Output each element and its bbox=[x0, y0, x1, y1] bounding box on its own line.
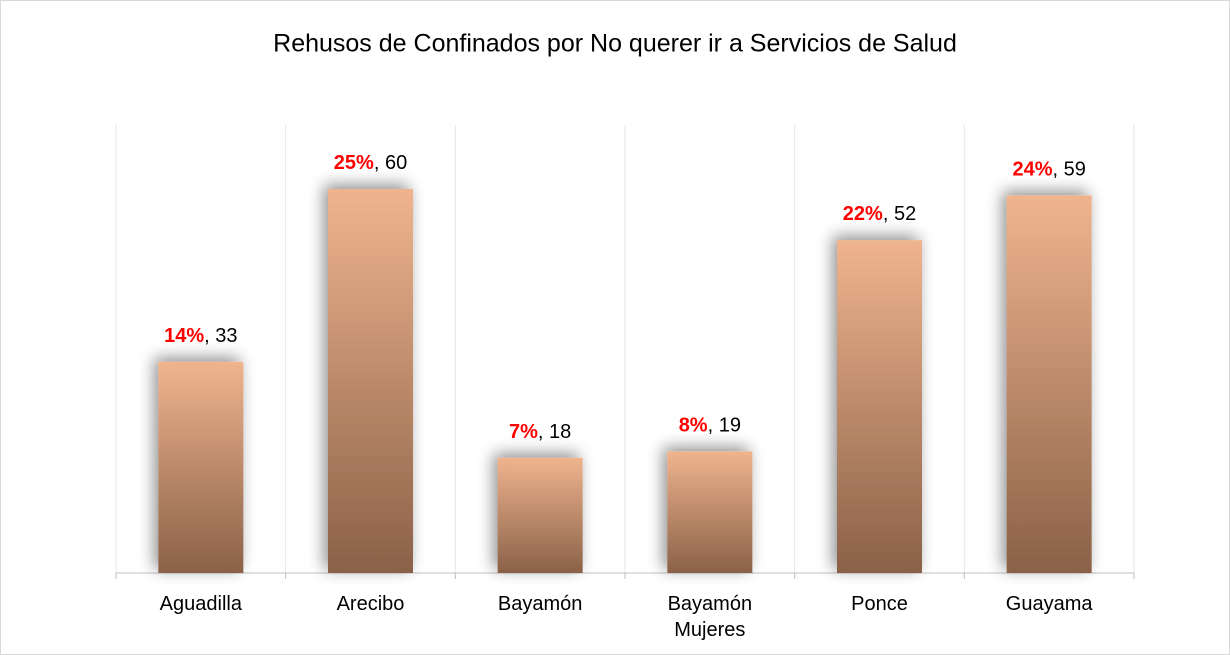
label-separator: , bbox=[538, 421, 549, 443]
chart-title: Rehusos de Confinados por No querer ir a… bbox=[273, 30, 957, 58]
x-tick-label: Ponce bbox=[851, 593, 908, 615]
data-label: 14%, 33 bbox=[164, 325, 237, 347]
percentage-label: 25% bbox=[334, 152, 374, 174]
label-separator: , bbox=[708, 415, 719, 437]
percentage-label: 7% bbox=[509, 421, 538, 443]
bar bbox=[158, 361, 244, 573]
x-tick-label: Arecibo bbox=[336, 593, 405, 615]
value-label: 18 bbox=[549, 421, 571, 443]
percentage-label: 8% bbox=[679, 415, 708, 437]
bar bbox=[837, 240, 922, 573]
value-label: 33 bbox=[215, 325, 237, 347]
value-label: 52 bbox=[894, 203, 916, 225]
x-tick-label: Bayamón bbox=[497, 593, 583, 615]
data-label: 25%, 60 bbox=[334, 152, 407, 174]
percentage-label: 14% bbox=[164, 325, 204, 347]
label-separator: , bbox=[374, 152, 385, 174]
x-tick-label: Aguadilla bbox=[159, 593, 242, 615]
label-separator: , bbox=[883, 203, 894, 225]
data-label: 22%, 52 bbox=[843, 203, 916, 225]
x-tick-label: Bayamón Mujeres bbox=[667, 593, 753, 641]
bar bbox=[497, 457, 583, 573]
percentage-label: 22% bbox=[843, 203, 883, 225]
data-label: 24%, 59 bbox=[1012, 159, 1085, 181]
percentage-label: 24% bbox=[1012, 159, 1052, 181]
label-separator: , bbox=[1052, 159, 1063, 181]
value-label: 19 bbox=[719, 415, 741, 437]
bar bbox=[328, 189, 413, 573]
bar bbox=[1006, 195, 1092, 573]
value-label: 60 bbox=[385, 152, 407, 174]
data-label: 8%, 19 bbox=[679, 415, 741, 437]
x-tick-label: Guayama bbox=[1005, 593, 1093, 615]
data-label: 7%, 18 bbox=[509, 421, 571, 443]
value-label: 59 bbox=[1064, 159, 1086, 181]
label-separator: , bbox=[204, 325, 215, 347]
bar bbox=[667, 451, 753, 573]
